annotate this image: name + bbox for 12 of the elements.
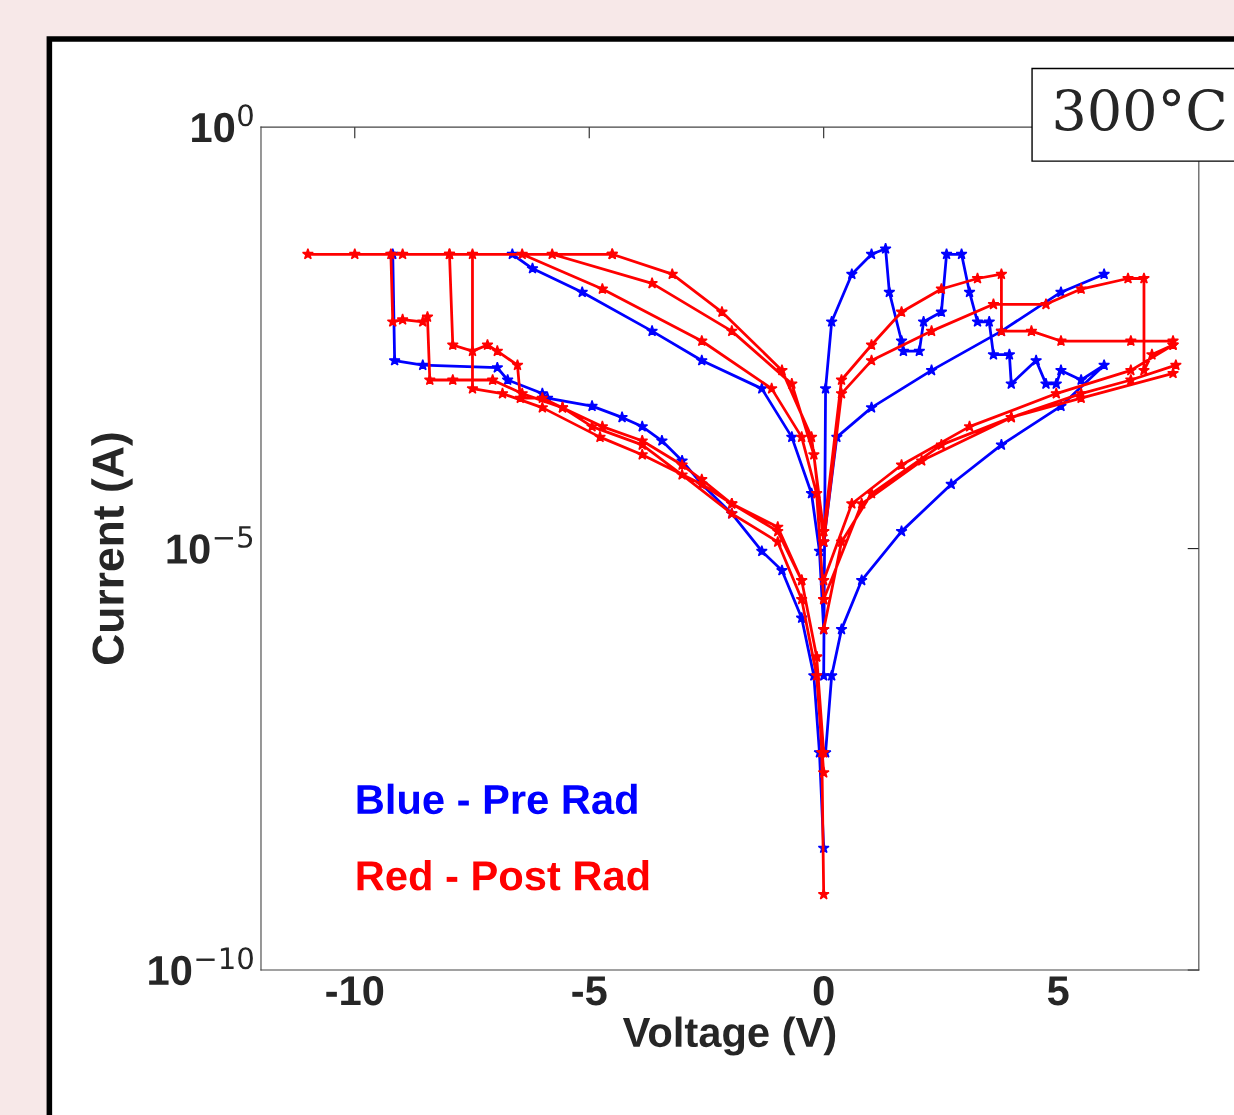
y-tick-label: 10$^{0}$ [192, 104, 253, 143]
x-tick-label: 5 [1047, 976, 1069, 1006]
x-tick-label: 0 [813, 976, 834, 1006]
text: Blue - Pre Rad [357, 783, 637, 815]
annotation: 300°C [1055, 88, 1225, 131]
y-tick-label: 10$^{−10}$ [149, 947, 253, 986]
text: Red - Post Rad [357, 859, 649, 891]
y-tick-label: 10$^{−5}$ [167, 526, 253, 564]
x-tick-label: -5 [572, 976, 607, 1006]
y-axis-title: Current (A) [91, 433, 133, 665]
x-axis-title: Voltage (V) [622, 1016, 836, 1056]
x-tick-label: -10 [326, 976, 384, 1006]
